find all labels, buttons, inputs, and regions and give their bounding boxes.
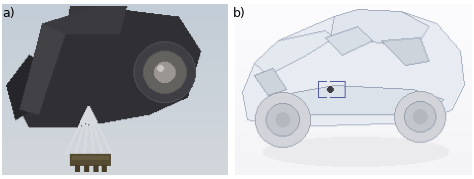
Text: b): b) [233, 7, 246, 20]
Text: a): a) [2, 7, 15, 20]
